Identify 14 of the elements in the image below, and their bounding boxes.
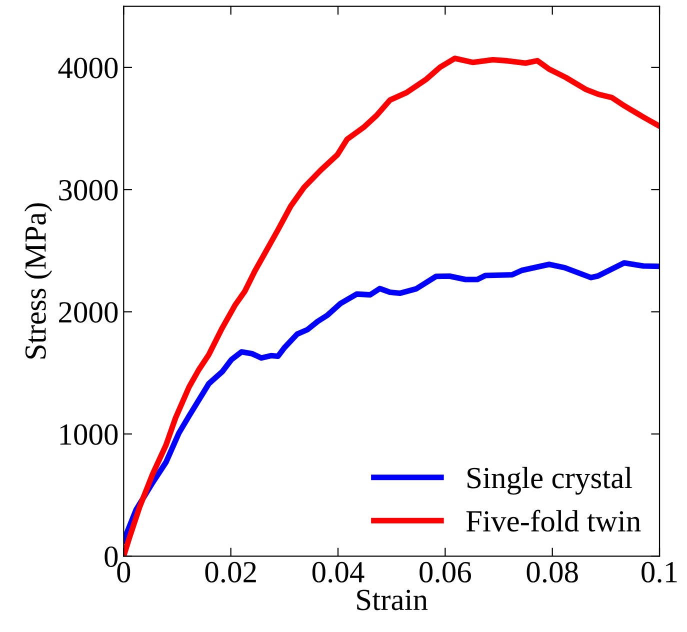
y-tick-label: 2000 (59, 302, 118, 323)
x-axis-title: Strain (357, 590, 428, 610)
x-tick-label: 0.08 (526, 562, 578, 583)
legend-label: Single crystal (468, 466, 632, 495)
x-tick-label: 0.1 (642, 562, 677, 583)
y-tick-label: 0 (104, 546, 118, 568)
y-tick-label: 3000 (59, 180, 118, 200)
legend-label: Five-fold twin (466, 510, 641, 532)
y-tick-label: 1000 (60, 424, 118, 445)
x-tick-label: 0.04 (312, 562, 364, 583)
y-axis-title: Stress (MPa) (24, 203, 52, 359)
x-tick-label: 0.02 (205, 562, 256, 583)
x-tick-label: 0.06 (420, 562, 471, 583)
y-tick-label: 4000 (58, 58, 118, 78)
